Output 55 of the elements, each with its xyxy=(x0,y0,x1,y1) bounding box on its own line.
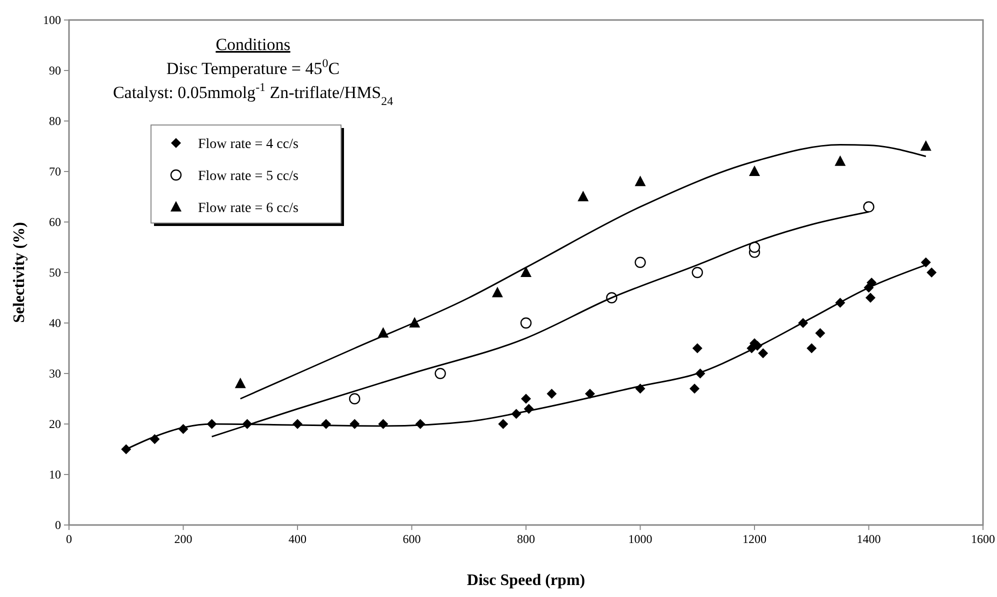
y-tick-label: 100 xyxy=(43,13,61,27)
point xyxy=(692,343,702,354)
x-tick-label: 0 xyxy=(66,532,72,546)
x-tick-label: 600 xyxy=(402,532,421,546)
x-tick-label: 1600 xyxy=(971,532,995,546)
legend-label: Flow rate = 4 cc/s xyxy=(198,137,298,152)
y-tick-label: 20 xyxy=(49,417,61,431)
annotation: Catalyst: 0.05mmolg$^{-1}$ Zn-triflate/HMS$_{24}$ xyxy=(112,80,394,108)
annotation: Conditions xyxy=(216,35,290,54)
point xyxy=(749,166,760,176)
point xyxy=(748,242,760,253)
point xyxy=(349,393,360,404)
x-tick-label: 1400 xyxy=(856,532,881,546)
point xyxy=(520,266,532,277)
point xyxy=(815,328,826,338)
point xyxy=(521,394,531,404)
point xyxy=(546,388,557,399)
y-tick-label: 0 xyxy=(55,518,61,532)
y-tick-label: 70 xyxy=(49,164,61,178)
point xyxy=(584,388,595,399)
y-tick-label: 60 xyxy=(49,215,61,229)
point xyxy=(634,256,646,268)
x-tick-label: 400 xyxy=(288,532,306,546)
y-tick-label: 10 xyxy=(49,468,61,482)
point xyxy=(806,343,817,354)
y-tick-label: 90 xyxy=(49,64,61,78)
point xyxy=(578,190,589,202)
x-tick-label: 1000 xyxy=(628,532,652,546)
point xyxy=(863,201,874,212)
point xyxy=(834,155,846,166)
x-axis-title: Disc Speed (rpm) xyxy=(466,572,586,589)
x-tick-label: 800 xyxy=(517,532,535,546)
point xyxy=(920,257,931,268)
point xyxy=(434,368,446,380)
y-tick-label: 30 xyxy=(49,366,61,380)
point xyxy=(692,266,703,278)
y-tick-label: 80 xyxy=(49,114,61,128)
annotation: Disc Temperature = 45$^{0}$C xyxy=(166,56,340,78)
y-axis-title: Selectivity (%) xyxy=(11,222,28,323)
point xyxy=(690,384,700,394)
point xyxy=(492,286,503,298)
point xyxy=(634,176,646,186)
point xyxy=(498,419,508,429)
point xyxy=(520,317,532,329)
point xyxy=(865,292,876,303)
legend-label: Flow rate = 5 cc/s xyxy=(198,169,298,184)
point xyxy=(926,268,937,278)
x-tick-label: 200 xyxy=(174,532,192,546)
y-tick-label: 50 xyxy=(49,266,61,280)
point xyxy=(234,378,246,388)
point xyxy=(920,140,932,151)
x-tick-label: 1200 xyxy=(742,532,766,546)
point xyxy=(758,348,768,358)
y-tick-label: 40 xyxy=(49,316,61,330)
legend-label: Flow rate = 6 cc/s xyxy=(198,201,298,216)
